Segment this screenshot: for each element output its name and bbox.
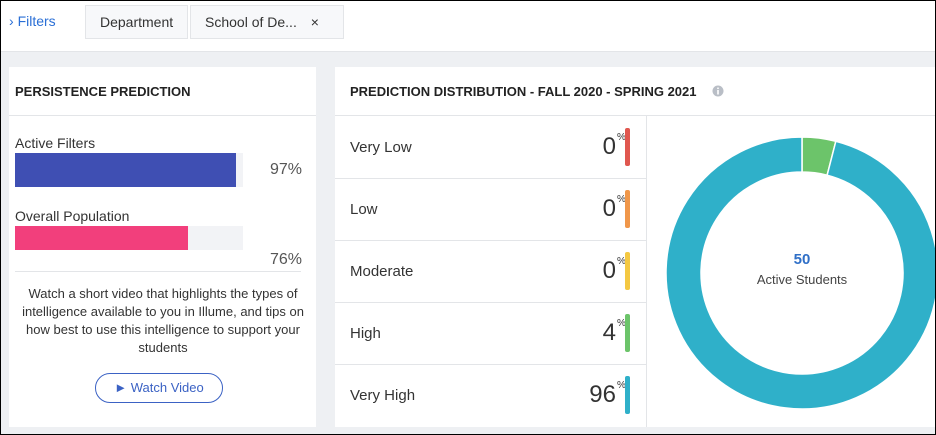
row-value: 0 xyxy=(602,257,616,284)
button-label: Watch Video xyxy=(130,380,204,395)
filter-chip[interactable]: School of De... × xyxy=(190,5,344,39)
divider xyxy=(646,115,647,427)
row-unit: % xyxy=(617,132,626,143)
info-icon[interactable] xyxy=(712,85,724,97)
row-indicator xyxy=(625,376,630,414)
row-value: 0 xyxy=(602,195,616,222)
divider xyxy=(15,271,301,272)
row-value: 0 xyxy=(602,133,616,160)
bar-value: 76% xyxy=(269,251,302,268)
watch-video-button[interactable]: ► Watch Video xyxy=(95,373,223,403)
bar xyxy=(15,153,237,187)
divider xyxy=(335,115,935,116)
bar-label: Overall Population xyxy=(15,208,130,224)
chip-text: School of De... xyxy=(205,14,297,30)
row-unit: % xyxy=(617,318,626,329)
row-indicator xyxy=(625,128,630,166)
row-divider xyxy=(335,364,646,365)
bar-value: 97% xyxy=(269,161,302,178)
row-unit: % xyxy=(617,256,626,267)
row-indicator xyxy=(625,314,630,352)
row-indicator xyxy=(625,190,630,228)
card-title: PERSISTENCE PREDICTION xyxy=(15,84,191,99)
center-value: 50 xyxy=(794,251,811,268)
donut-chart: 50 Active Students xyxy=(665,136,935,410)
row-value: 96 xyxy=(589,381,616,408)
row-indicator xyxy=(625,252,630,290)
center-label: Active Students xyxy=(757,272,848,287)
row-label: Very Low xyxy=(350,139,412,156)
filters-toggle[interactable]: › Filters xyxy=(9,13,56,29)
row-label: Low xyxy=(350,201,378,218)
close-icon[interactable]: × xyxy=(310,14,319,30)
bar xyxy=(15,226,189,250)
filters-label: Filters xyxy=(17,13,56,29)
card-title: PREDICTION DISTRIBUTION - FALL 2020 - SP… xyxy=(350,84,724,99)
row-label: High xyxy=(350,325,381,342)
divider xyxy=(9,115,316,116)
row-label: Very High xyxy=(350,387,416,404)
title-text: PREDICTION DISTRIBUTION - FALL 2020 - SP… xyxy=(350,84,697,99)
bar-label: Active Filters xyxy=(15,135,96,151)
persistence-card: PERSISTENCE PREDICTION Watch a short vid… xyxy=(9,67,316,427)
row-divider xyxy=(335,302,646,303)
distribution-card: PREDICTION DISTRIBUTION - FALL 2020 - SP… xyxy=(335,67,935,427)
row-divider xyxy=(335,178,646,179)
filter-bar: › Filters Department School of De... × xyxy=(1,1,935,52)
row-label: Moderate xyxy=(350,263,414,280)
video-note: Watch a short video that highlights the … xyxy=(22,286,304,355)
row-unit: % xyxy=(617,194,626,205)
filter-chip[interactable]: Department xyxy=(85,5,189,39)
row-value: 4 xyxy=(602,319,616,346)
row-unit: % xyxy=(617,380,626,391)
row-divider xyxy=(335,240,646,241)
donut-slice xyxy=(665,136,935,410)
